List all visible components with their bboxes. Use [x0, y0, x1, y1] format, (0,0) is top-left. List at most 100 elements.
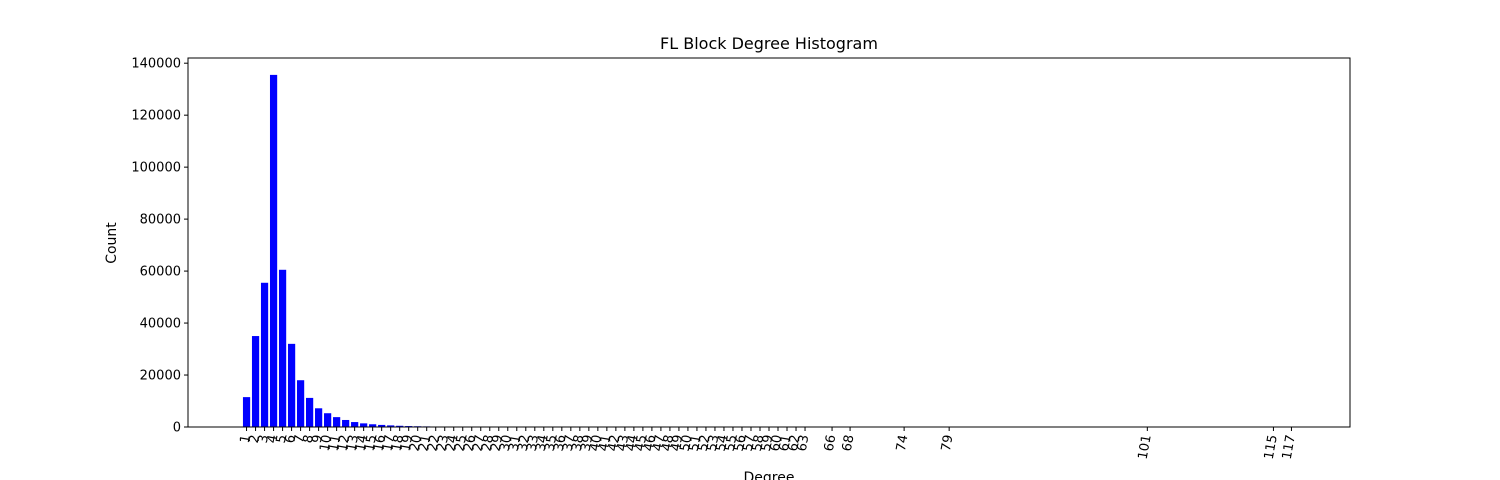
bar-degree-17	[387, 425, 395, 427]
x-tick-label: 48	[660, 434, 678, 453]
x-tick-label: 10	[317, 434, 335, 453]
x-tick-label: 25	[452, 434, 470, 453]
bar-degree-4	[269, 74, 278, 427]
x-tick-label: 59	[759, 434, 777, 453]
bar-degree-2	[251, 336, 260, 427]
x-tick-label: 17	[380, 434, 398, 453]
x-tick-label: 7	[292, 434, 308, 445]
x-tick-label: 3	[256, 434, 272, 445]
x-tick-label: 63	[795, 434, 813, 453]
x-tick-label: 24	[443, 434, 461, 453]
x-tick-label: 68	[840, 434, 858, 453]
x-tick-label: 35	[543, 434, 561, 453]
x-tick-label: 53	[705, 434, 723, 453]
bar-degree-8	[306, 397, 314, 427]
x-tick-label: 21	[416, 434, 434, 453]
y-tick-label: 80000	[140, 213, 181, 228]
x-tick-label: 12	[335, 434, 353, 453]
x-tick-label: 44	[624, 434, 642, 453]
y-tick-label: 120000	[131, 109, 181, 124]
x-tick-label: 62	[786, 434, 804, 453]
x-tick-label: 42	[606, 434, 624, 453]
x-tick-label: 117	[1280, 434, 1299, 461]
x-tick-label: 18	[389, 434, 407, 453]
x-tick-label: 29	[489, 434, 507, 453]
x-tick-label: 11	[326, 434, 344, 453]
x-tick-label: 41	[597, 434, 615, 453]
y-tick-label: 140000	[131, 57, 181, 72]
x-tick-label: 43	[615, 434, 633, 453]
x-tick-label: 36	[552, 434, 570, 453]
x-tick-label: 8	[301, 434, 317, 445]
x-tick-label: 56	[732, 434, 750, 453]
x-tick-label: 61	[777, 434, 795, 453]
x-tick-label: 74	[894, 434, 912, 453]
x-tick-label: 60	[768, 434, 786, 453]
bar-degree-10	[324, 413, 332, 427]
x-tick-label: 31	[507, 434, 525, 453]
x-tick-label: 32	[516, 434, 534, 453]
x-tick-label: 101	[1136, 434, 1155, 461]
x-tick-label: 52	[696, 434, 714, 453]
x-tick-label: 13	[344, 434, 362, 453]
x-tick-label: 46	[642, 434, 660, 453]
x-tick-label: 115	[1262, 434, 1281, 461]
y-axis-title: Count	[104, 222, 120, 264]
x-tick-label: 2	[247, 434, 263, 445]
x-tick-label: 1	[238, 434, 254, 445]
x-tick-label: 33	[525, 434, 543, 453]
bar-degree-14	[360, 423, 368, 427]
x-tick-label: 19	[398, 434, 416, 453]
bar-degree-3	[260, 282, 269, 427]
plot-frame	[187, 57, 1351, 428]
x-tick-label: 27	[470, 434, 488, 453]
x-tick-label: 45	[633, 434, 651, 453]
x-tick-label: 50	[678, 434, 696, 453]
x-axis: 1234567891011121314151617181920212223242…	[238, 427, 1299, 461]
bar-degree-6	[287, 343, 296, 427]
y-tick-label: 20000	[140, 369, 181, 384]
bar-degree-7	[296, 380, 305, 427]
x-tick-label: 14	[353, 434, 371, 453]
x-tick-label: 28	[480, 434, 498, 453]
bar-degree-16	[378, 424, 386, 427]
x-tick-label: 30	[498, 434, 516, 453]
x-tick-label: 5	[274, 434, 290, 445]
x-tick-label: 79	[939, 434, 957, 453]
x-tick-label: 54	[714, 434, 732, 453]
bars-group	[242, 74, 773, 427]
x-tick-label: 58	[750, 434, 768, 453]
bar-degree-5	[278, 269, 287, 427]
bar-degree-18	[396, 425, 404, 427]
x-tick-label: 49	[669, 434, 687, 453]
x-tick-label: 16	[371, 434, 389, 453]
x-tick-label: 23	[434, 434, 452, 453]
y-axis: 0 20000 40000 60000 80000 100000 120000 140000	[131, 57, 188, 436]
bar-degree-15	[369, 424, 377, 427]
x-tick-label: 6	[283, 434, 299, 445]
y-tick-label: 0	[173, 421, 181, 436]
bar-degree-13	[351, 422, 359, 427]
x-tick-label: 47	[651, 434, 669, 453]
y-tick-label: 100000	[131, 161, 181, 176]
x-tick-label: 37	[561, 434, 579, 453]
x-tick-label: 22	[425, 434, 443, 453]
bar-degree-9	[315, 408, 323, 427]
x-tick-label: 57	[741, 434, 759, 453]
bar-degree-11	[333, 417, 341, 427]
x-tick-label: 39	[579, 434, 597, 453]
x-axis-title: Degree	[744, 470, 795, 480]
x-tick-label: 26	[461, 434, 479, 453]
x-tick-label: 15	[362, 434, 380, 453]
y-tick-label: 40000	[140, 317, 181, 332]
x-tick-label: 55	[723, 434, 741, 453]
x-tick-label: 40	[588, 434, 606, 453]
x-tick-label: 38	[570, 434, 588, 453]
chart-title: FL Block Degree Histogram	[660, 34, 878, 53]
bar-degree-1	[242, 397, 251, 427]
bar-degree-12	[342, 419, 350, 427]
x-tick-label: 34	[534, 434, 552, 453]
x-tick-label: 20	[407, 434, 425, 453]
x-tick-label: 9	[310, 434, 326, 445]
